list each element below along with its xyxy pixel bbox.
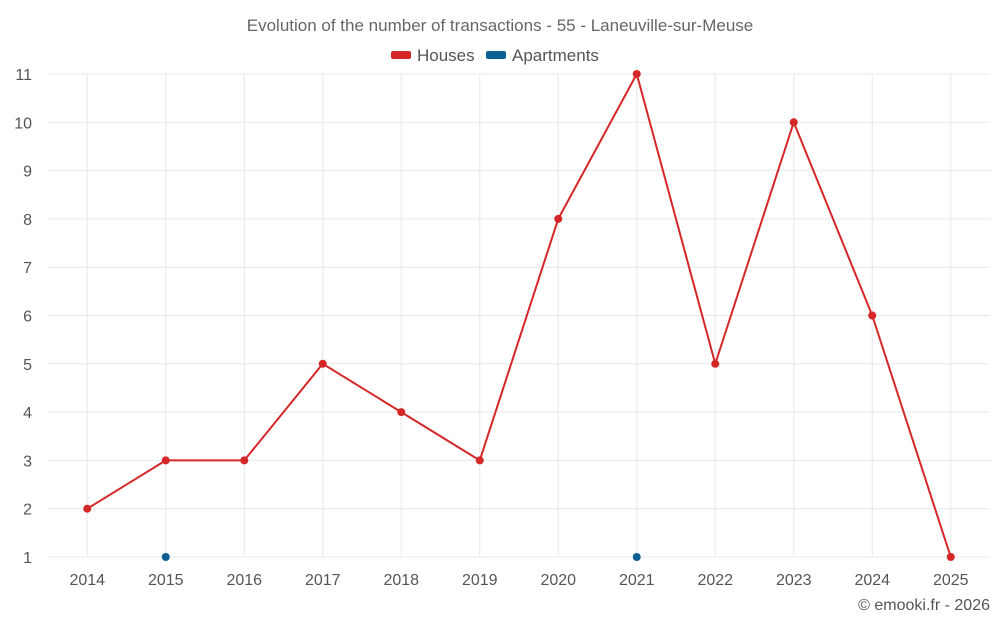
data-point-houses[interactable] (711, 359, 720, 368)
data-point-houses[interactable] (554, 214, 563, 223)
x-tick-label: 2023 (776, 572, 812, 589)
legend-item-apartments[interactable]: Apartments (486, 46, 599, 65)
credit-text: © emooki.fr - 2026 (858, 597, 990, 614)
data-point-houses[interactable] (632, 70, 641, 78)
y-tick-label: 3 (23, 453, 32, 470)
series-layer (83, 70, 955, 561)
y-axis: 1 2 3 4 5 6 7 8 9 10 11 (14, 67, 32, 567)
y-tick-label: 2 (23, 502, 32, 519)
legend-swatch-apartments (486, 51, 506, 59)
x-tick-label: 2016 (226, 572, 262, 589)
legend-swatch-houses (391, 51, 411, 59)
x-tick-label: 2020 (540, 572, 576, 589)
x-tick-label: 2021 (619, 572, 655, 589)
data-point-houses[interactable] (83, 504, 92, 513)
y-tick-label: 4 (23, 405, 32, 422)
legend-label-houses: Houses (417, 46, 475, 65)
legend-item-houses[interactable]: Houses (391, 46, 475, 65)
data-point-apartments[interactable] (161, 553, 170, 561)
legend-label-apartments: Apartments (512, 46, 599, 65)
y-tick-label: 7 (23, 260, 32, 277)
x-tick-label: 2025 (933, 572, 969, 589)
y-tick-label: 6 (23, 309, 32, 326)
data-point-houses[interactable] (318, 359, 327, 368)
series-line-houses (86, 73, 952, 558)
data-point-houses[interactable] (240, 456, 249, 465)
x-tick-label: 2019 (462, 572, 498, 589)
chart-title: Evolution of the number of transactions … (247, 16, 753, 35)
x-tick-label: 2018 (383, 572, 419, 589)
grid (48, 73, 990, 558)
y-tick-label: 5 (23, 357, 32, 374)
y-tick-label: 10 (14, 115, 32, 132)
x-tick-label: 2024 (854, 572, 890, 589)
data-point-houses[interactable] (475, 456, 484, 465)
x-tick-label: 2014 (69, 572, 105, 589)
x-tick-label: 2017 (305, 572, 341, 589)
y-tick-label: 8 (23, 212, 32, 229)
data-point-houses[interactable] (868, 311, 877, 320)
data-point-houses[interactable] (789, 118, 798, 127)
y-tick-label: 11 (15, 67, 32, 84)
data-point-houses[interactable] (161, 456, 170, 465)
y-tick-label: 9 (23, 164, 32, 181)
legend: Houses Apartments (391, 46, 599, 65)
y-tick-label: 1 (23, 550, 32, 567)
data-point-houses[interactable] (397, 408, 406, 417)
x-tick-label: 2015 (148, 572, 184, 589)
x-axis: 2014 2015 2016 2017 2018 2019 2020 2021 2022 2023… (69, 572, 968, 589)
x-tick-label: 2022 (697, 572, 733, 589)
data-point-apartments[interactable] (632, 553, 641, 561)
data-point-houses[interactable] (946, 553, 955, 561)
